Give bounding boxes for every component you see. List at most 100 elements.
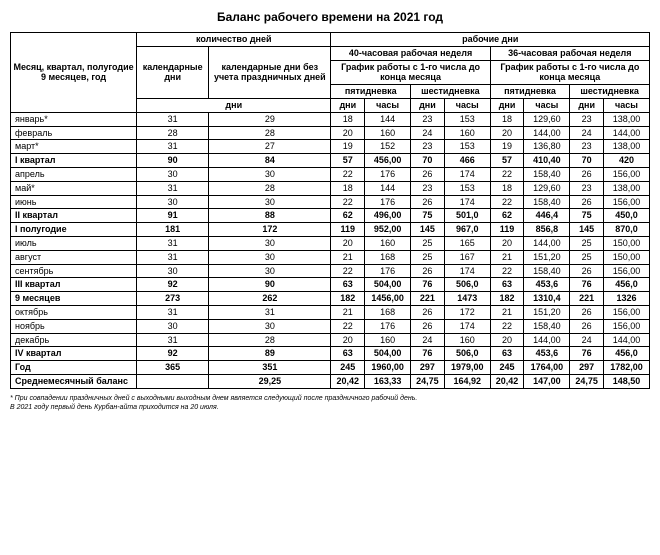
table-cell: 31 (137, 250, 209, 264)
table-cell: 144,00 (524, 236, 570, 250)
table-cell: 129,60 (524, 112, 570, 126)
table-cell: 446,4 (524, 209, 570, 223)
table-cell: 153 (444, 140, 490, 154)
table-cell: 30 (209, 264, 331, 278)
table-cell: 174 (444, 195, 490, 209)
table-cell: 856,8 (524, 223, 570, 237)
table-cell: 158,40 (524, 264, 570, 278)
table-row: август3130211682516721151,2025150,00 (11, 250, 650, 264)
table-cell: январь* (11, 112, 137, 126)
table-cell: 176 (365, 167, 411, 181)
table-cell: 151,20 (524, 305, 570, 319)
table-cell: 156,00 (604, 264, 650, 278)
table-cell: сентябрь (11, 264, 137, 278)
table-cell: 28 (209, 126, 331, 140)
table-cell: 20 (490, 236, 524, 250)
table-cell: 30 (209, 319, 331, 333)
table-cell: февраль (11, 126, 137, 140)
col-cal-days: календарные дни (137, 46, 209, 98)
footnote-2: В 2021 году первый день Курбан-айта прих… (10, 404, 650, 411)
table-cell: 26 (570, 195, 604, 209)
table-cell: 245 (331, 361, 365, 375)
table-cell: 172 (444, 305, 490, 319)
table-cell: 1782,00 (604, 361, 650, 375)
table-cell: 24,75 (411, 374, 445, 388)
footnotes: * При совпадении праздничных дней с выхо… (10, 395, 650, 411)
table-cell: 21 (490, 305, 524, 319)
table-cell: 20,42 (490, 374, 524, 388)
table-cell: 20,42 (331, 374, 365, 388)
table-row: IV квартал928963504,0076506,063453,67645… (11, 347, 650, 361)
table-cell: 152 (365, 140, 411, 154)
table-cell: 22 (331, 195, 365, 209)
table-cell: II квартал (11, 209, 137, 223)
table-cell (137, 374, 209, 388)
table-cell: 24 (411, 126, 445, 140)
table-cell: декабрь (11, 333, 137, 347)
table-cell: 20 (490, 333, 524, 347)
table-cell: 221 (570, 292, 604, 306)
table-cell: 504,00 (365, 278, 411, 292)
table-cell: 62 (331, 209, 365, 223)
table-cell: 165 (444, 236, 490, 250)
table-cell: 176 (365, 319, 411, 333)
table-cell: март* (11, 140, 137, 154)
table-cell: 138,00 (604, 181, 650, 195)
table-row: октябрь3131211682617221151,2026156,00 (11, 305, 650, 319)
table-row: июль3130201602516520144,0025150,00 (11, 236, 650, 250)
table-cell: 26 (411, 305, 445, 319)
table-cell: 30 (137, 319, 209, 333)
table-cell: 31 (137, 112, 209, 126)
table-cell: 453,6 (524, 278, 570, 292)
col-days-sub: дни (137, 98, 331, 112)
table-cell: 31 (137, 140, 209, 154)
table-cell: 26 (570, 319, 604, 333)
table-cell: 297 (411, 361, 445, 375)
table-cell: 952,00 (365, 223, 411, 237)
table-cell: 221 (411, 292, 445, 306)
table-cell: 23 (411, 181, 445, 195)
table-cell: 26 (411, 264, 445, 278)
table-cell: 182 (490, 292, 524, 306)
table-cell: 420 (604, 154, 650, 168)
table-cell: Год (11, 361, 137, 375)
table-cell: 24 (411, 333, 445, 347)
table-cell: 20 (331, 236, 365, 250)
table-cell: 1764,00 (524, 361, 570, 375)
table-cell: 25 (570, 236, 604, 250)
table-cell: 20 (331, 126, 365, 140)
table-cell: 150,00 (604, 250, 650, 264)
table-cell: 160 (365, 236, 411, 250)
table-cell: 31 (137, 305, 209, 319)
table-cell: 24 (570, 126, 604, 140)
table-cell: 1979,00 (444, 361, 490, 375)
table-cell: 138,00 (604, 112, 650, 126)
table-cell: 160 (444, 126, 490, 140)
table-cell: 76 (411, 347, 445, 361)
table-cell: май* (11, 181, 137, 195)
table-cell: 262 (209, 292, 331, 306)
table-cell: 151,20 (524, 250, 570, 264)
col-5day-40: пятидневка (331, 85, 411, 99)
table-cell: 456,0 (604, 278, 650, 292)
table-cell: 31 (137, 333, 209, 347)
table-cell: 158,40 (524, 167, 570, 181)
table-cell: 351 (209, 361, 331, 375)
table-cell: 156,00 (604, 305, 650, 319)
table-cell: 31 (209, 305, 331, 319)
col-6day-36: шестидневка (570, 85, 650, 99)
table-cell: 29,25 (209, 374, 331, 388)
table-cell: 158,40 (524, 195, 570, 209)
table-row: Среднемесячный баланс29,2520,42163,3324,… (11, 374, 650, 388)
table-cell: 410,40 (524, 154, 570, 168)
table-cell: 1473 (444, 292, 490, 306)
table-cell: 22 (490, 195, 524, 209)
table-cell: 26 (411, 319, 445, 333)
table-cell: 453,6 (524, 347, 570, 361)
table-cell: 22 (490, 319, 524, 333)
table-cell: 160 (365, 126, 411, 140)
table-cell: 84 (209, 154, 331, 168)
table-cell: 92 (137, 278, 209, 292)
table-cell: 26 (411, 195, 445, 209)
table-cell: 75 (411, 209, 445, 223)
